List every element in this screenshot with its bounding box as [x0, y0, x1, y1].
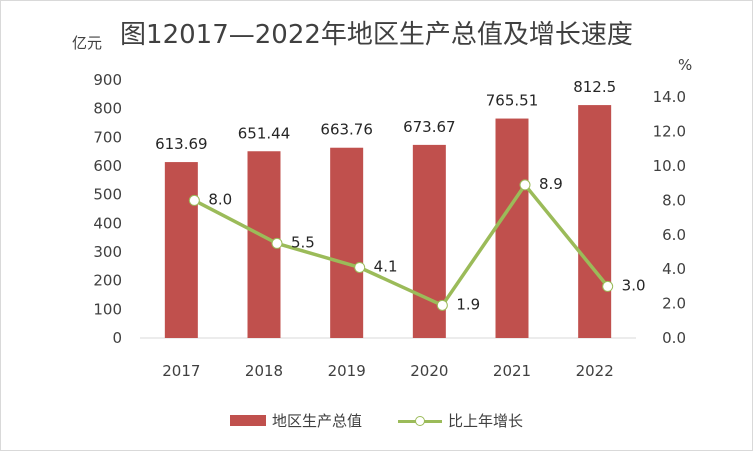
left-axis-tick: 200	[93, 272, 122, 290]
left-axis-tick: 0	[112, 329, 122, 347]
right-axis-tick: 6.0	[662, 226, 686, 244]
bar-data-labels: 613.69 651.44 663.76 673.67 765.51 812.5	[155, 78, 616, 153]
growth-label-2017: 8.0	[208, 190, 232, 208]
left-axis: 0 100 200 300 400 500 600 700 800 900	[93, 71, 122, 347]
right-axis-unit: %	[678, 56, 693, 74]
line-data-labels: 8.0 5.5 4.1 1.9 8.9 3.0	[208, 175, 645, 313]
growth-line	[193, 183, 610, 308]
bar-2017	[164, 162, 198, 338]
right-axis-tick: 0.0	[662, 329, 686, 347]
x-axis-tick: 2021	[493, 362, 531, 380]
right-axis-tick: 4.0	[662, 260, 686, 278]
legend: 地区生产总值 比上年增长	[0, 410, 753, 431]
growth-point-2018	[271, 237, 283, 249]
left-axis-tick: 800	[93, 100, 122, 118]
bar-label-2020: 673.67	[403, 118, 456, 136]
right-axis: 0.0 2.0 4.0 6.0 8.0 10.0 12.0 14.0	[653, 88, 686, 347]
left-axis-unit: 亿元	[72, 34, 103, 52]
left-axis-tick: 500	[93, 186, 122, 204]
bar-2019	[330, 147, 364, 338]
legend-label-growth: 比上年增长	[448, 412, 524, 430]
bar-label-2022: 812.5	[573, 78, 616, 96]
left-axis-tick: 700	[93, 128, 122, 146]
growth-label-2018: 5.5	[291, 233, 315, 251]
growth-label-2021: 8.9	[539, 175, 563, 193]
bar-label-2018: 651.44	[238, 124, 291, 142]
chart-title: 图12017—2022年地区生产总值及增长速度	[120, 20, 633, 50]
x-axis-tick: 2022	[576, 362, 614, 380]
x-axis-tick: 2017	[162, 362, 200, 380]
growth-label-2019: 4.1	[374, 257, 398, 275]
right-axis-tick: 12.0	[653, 123, 686, 141]
legend-bar-swatch	[229, 415, 266, 426]
legend-item-gdp: 地区生产总值	[229, 410, 362, 431]
right-axis-tick: 14.0	[653, 88, 686, 106]
growth-point-2017	[188, 194, 200, 206]
left-axis-tick: 400	[93, 214, 122, 232]
x-axis-tick: 2018	[245, 362, 283, 380]
legend-label-gdp: 地区生产总值	[271, 412, 362, 430]
x-axis: 2017 2018 2019 2020 2021 2022	[162, 362, 614, 380]
growth-point-2020	[436, 299, 448, 311]
bar-2021	[495, 118, 529, 338]
growth-point-2021	[519, 179, 531, 191]
growth-label-2022: 3.0	[622, 276, 646, 294]
right-axis-tick: 2.0	[662, 295, 686, 313]
bar-series	[164, 105, 612, 338]
legend-item-growth: 比上年增长	[398, 410, 523, 431]
growth-label-2020: 1.9	[456, 295, 480, 313]
left-axis-tick: 300	[93, 243, 122, 261]
line-series	[188, 179, 614, 311]
bar-label-2017: 613.69	[155, 135, 208, 153]
x-axis-tick: 2020	[410, 362, 448, 380]
x-axis-tick: 2019	[328, 362, 366, 380]
bar-2022	[578, 105, 612, 338]
bar-label-2021: 765.51	[486, 92, 539, 110]
legend-line-swatch	[398, 415, 442, 427]
left-axis-tick: 900	[93, 71, 122, 89]
bar-label-2019: 663.76	[320, 121, 373, 139]
growth-point-2019	[354, 261, 366, 273]
right-axis-tick: 10.0	[653, 157, 686, 175]
growth-point-2022	[602, 280, 614, 292]
left-axis-tick: 600	[93, 157, 122, 175]
left-axis-tick: 100	[93, 300, 122, 318]
right-axis-tick: 8.0	[662, 191, 686, 209]
